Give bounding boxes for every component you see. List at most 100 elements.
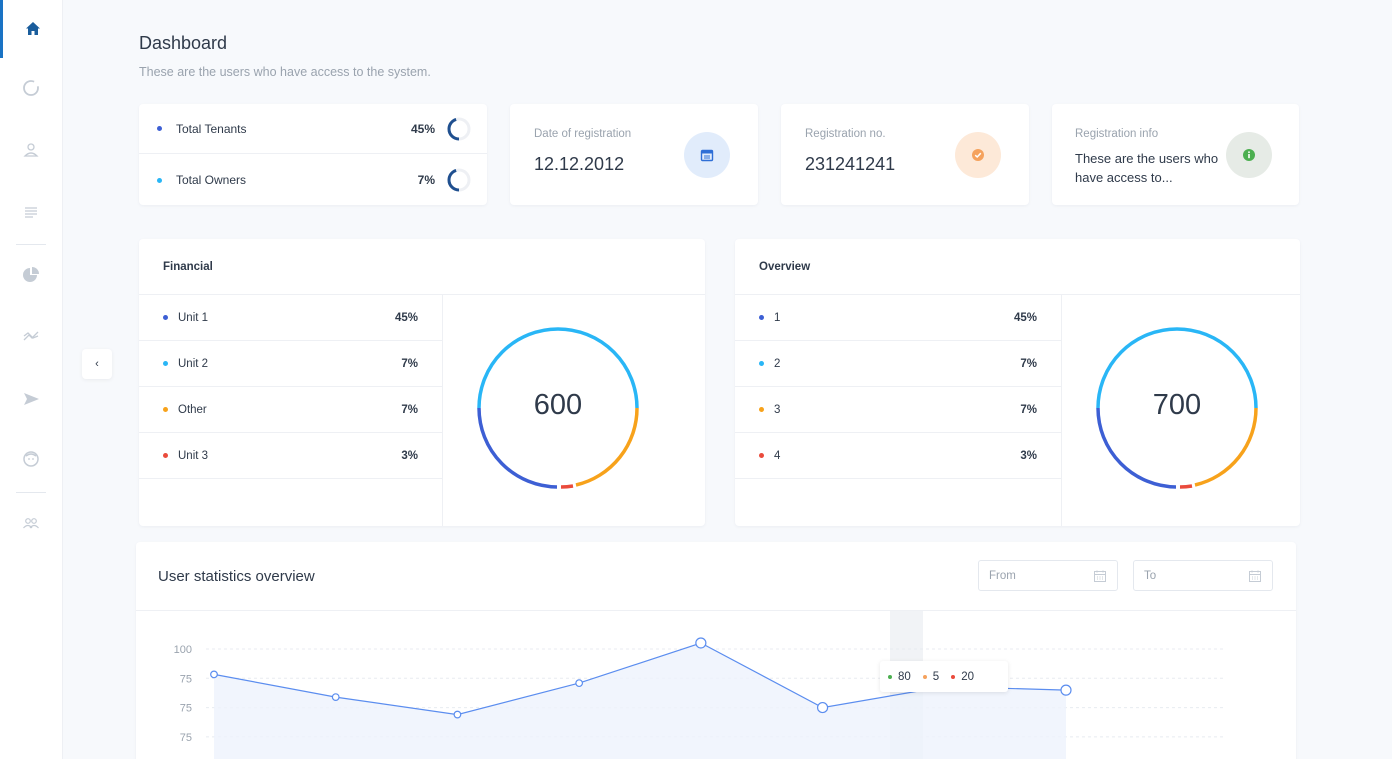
legend-dot: [163, 407, 168, 412]
legend-pct: 7%: [1020, 403, 1037, 416]
chevron-left-icon: ‹: [95, 358, 99, 370]
totals-card: Total Tenants 45% Total Owners 7%: [139, 104, 487, 205]
registration-number-card: Registration no. 231241241: [781, 104, 1029, 205]
donut-segment-unit1: [477, 407, 558, 489]
donut-segment-other: [575, 407, 639, 487]
sidebar-item-messages[interactable]: [0, 370, 62, 428]
overview-total: 700: [1152, 389, 1202, 421]
data-point[interactable]: [453, 710, 462, 719]
donut-segment-unit3: [560, 484, 574, 489]
calendar-icon: [1094, 570, 1106, 582]
data-point[interactable]: [210, 670, 218, 679]
legend-label: Unit 1: [178, 311, 209, 324]
y-tick-label: 75: [180, 703, 192, 715]
legend-label: 2: [774, 357, 781, 370]
sidebar-divider: [16, 492, 46, 493]
tooltip-item: 5: [922, 671, 939, 683]
donut-segment-1: [1096, 407, 1177, 489]
registration-date-card: Date of registration 12.12.2012: [510, 104, 758, 205]
y-tick-label: 75: [180, 732, 192, 744]
y-tick-label: 100: [174, 644, 192, 656]
legend-pct: 7%: [401, 403, 418, 416]
sidebar-item-home[interactable]: [0, 0, 62, 58]
user-statistics-chart: 100 75 75 75: [174, 611, 1226, 759]
legend-row: Other 7%: [139, 387, 442, 433]
card-label: Registration no.: [805, 128, 886, 140]
legend-row: Unit 1 45%: [139, 295, 442, 341]
from-date-input[interactable]: From: [978, 560, 1118, 591]
legend-label: 1: [774, 311, 781, 324]
legend-dot: [759, 315, 764, 320]
card-title: Financial: [163, 261, 213, 273]
financial-donut-chart: [477, 327, 639, 489]
legend-label: Unit 2: [178, 357, 209, 370]
series-area: [214, 643, 1066, 759]
page-subtitle: These are the users who have access to t…: [139, 65, 431, 79]
legend-dot: [163, 361, 168, 366]
card-label: Date of registration: [534, 128, 632, 140]
registration-number-value: 231241241: [805, 154, 896, 174]
data-point[interactable]: [575, 679, 584, 688]
calendar-badge: [684, 132, 730, 178]
face-icon: [23, 451, 39, 467]
from-date-placeholder: From: [989, 569, 1016, 582]
financial-total: 600: [533, 389, 583, 421]
to-date-placeholder: To: [1144, 569, 1157, 582]
info-badge: [1226, 132, 1272, 178]
data-point[interactable]: [1060, 684, 1072, 696]
legend-label: 3: [774, 403, 781, 416]
chart-tooltip: 80 5 20: [880, 661, 1008, 692]
legend-row: 4 3%: [735, 433, 1061, 479]
home-icon: [25, 22, 40, 35]
legend-dot: [759, 453, 764, 458]
info-icon: [1243, 149, 1255, 161]
donut-segment-unit2: [477, 327, 639, 409]
divider: [442, 295, 443, 526]
sidebar-item-support[interactable]: [0, 430, 62, 488]
data-point[interactable]: [816, 701, 829, 714]
legend-dot: [759, 361, 764, 366]
tooltip-dot: [888, 674, 892, 679]
sidebar-item-analytics[interactable]: [0, 246, 62, 304]
donut-segment-4: [1179, 484, 1193, 489]
donut-segment-2: [1096, 327, 1258, 409]
legend-pct: 3%: [401, 449, 418, 462]
check-circle-icon: [972, 149, 984, 161]
total-owners-row: Total Owners 7%: [139, 155, 487, 205]
registration-info-text: These are the users who have access to..…: [1075, 151, 1219, 185]
data-point[interactable]: [695, 637, 707, 649]
legend-row: 2 7%: [735, 341, 1061, 387]
legend-label: 4: [774, 449, 781, 462]
sidebar-item-list[interactable]: [0, 183, 62, 241]
mini-progress-ring: [447, 117, 471, 140]
total-tenants-row: Total Tenants 45%: [139, 104, 487, 154]
legend-row: Unit 2 7%: [139, 341, 442, 387]
calendar-icon: [1249, 570, 1261, 582]
users-icon: [23, 518, 39, 529]
overview-donut-chart: [1096, 327, 1258, 489]
legend-row: 3 7%: [735, 387, 1061, 433]
to-date-input[interactable]: To: [1133, 560, 1273, 591]
pie-chart-icon: [23, 267, 39, 282]
sidebar-item-team[interactable]: [0, 494, 62, 552]
card-label: Registration info: [1075, 128, 1159, 140]
page-title: Dashboard: [139, 33, 228, 53]
tooltip-item: 80: [888, 671, 911, 683]
legend-row: 1 45%: [735, 295, 1061, 341]
card-title: Overview: [759, 261, 811, 273]
sidebar-item-reports[interactable]: [0, 59, 62, 117]
check-badge: [955, 132, 1001, 178]
registration-date-value: 12.12.2012: [534, 154, 625, 174]
sidebar-item-profile[interactable]: [0, 121, 62, 179]
data-point[interactable]: [331, 693, 340, 701]
list-icon: [25, 207, 37, 218]
send-icon: [24, 393, 39, 405]
collapse-sidebar-button[interactable]: ‹: [82, 349, 112, 379]
card-title: User statistics overview: [158, 568, 315, 585]
sidebar-divider: [16, 244, 46, 245]
sidebar-item-trends[interactable]: [0, 307, 62, 365]
legend-pct: 45%: [394, 311, 418, 324]
registration-info-card: Registration info These are the users wh…: [1052, 104, 1299, 205]
donut-segment-3: [1194, 407, 1258, 487]
total-label: Total Owners: [176, 173, 247, 187]
